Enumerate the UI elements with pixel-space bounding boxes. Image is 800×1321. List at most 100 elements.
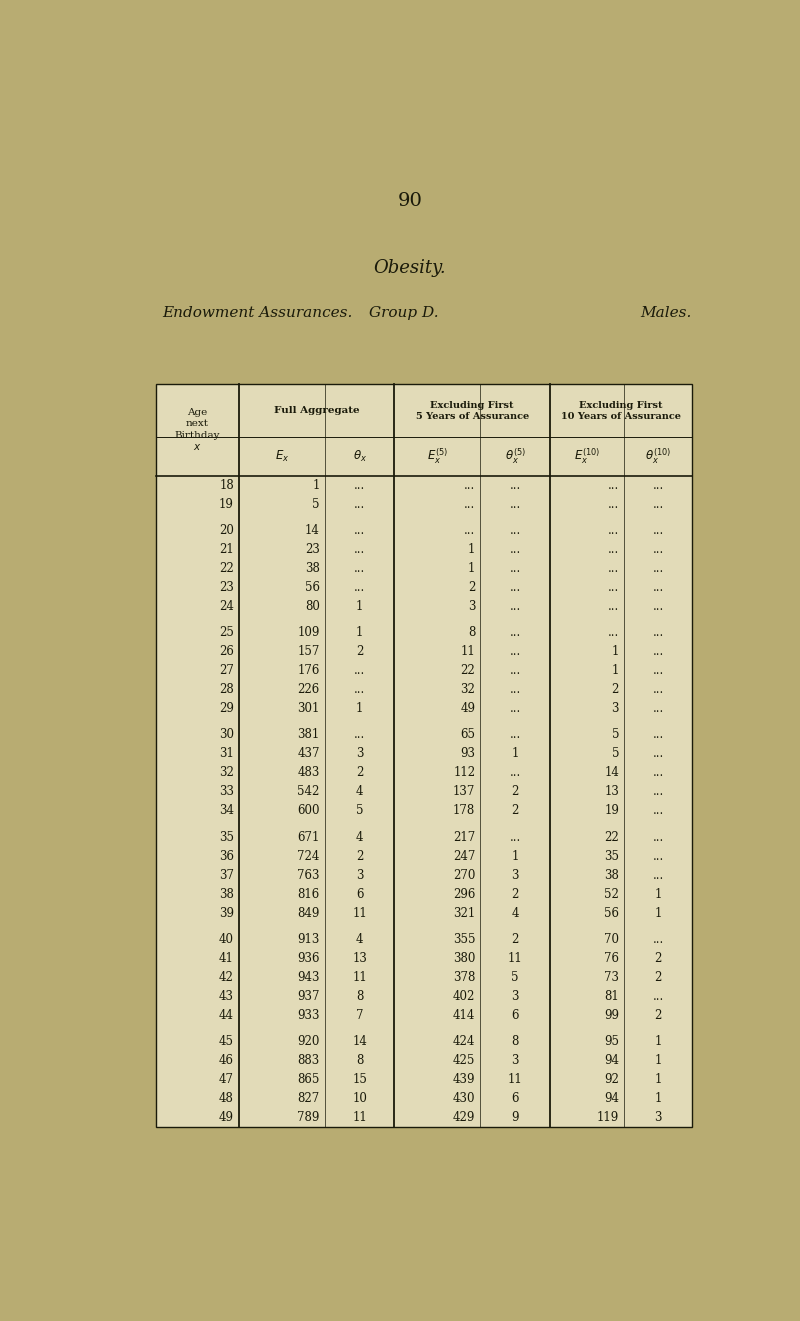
Text: ...: ... (510, 703, 521, 715)
Text: ...: ... (653, 804, 664, 818)
Text: ...: ... (653, 581, 664, 594)
Text: 137: 137 (453, 786, 475, 798)
Text: 542: 542 (298, 786, 320, 798)
Text: 13: 13 (352, 951, 367, 964)
Text: ...: ... (354, 561, 366, 575)
Text: 3: 3 (356, 868, 363, 881)
Text: 1: 1 (356, 600, 363, 613)
Text: 32: 32 (219, 766, 234, 779)
Text: 5: 5 (511, 971, 519, 984)
Text: ...: ... (354, 683, 366, 696)
Text: 913: 913 (298, 933, 320, 946)
Text: 6: 6 (356, 888, 363, 901)
Text: Full Aggregate: Full Aggregate (274, 407, 359, 415)
Text: 2: 2 (356, 645, 363, 658)
Text: 7: 7 (356, 1009, 363, 1021)
Text: ...: ... (608, 581, 619, 594)
Text: ...: ... (354, 480, 366, 491)
Text: 76: 76 (604, 951, 619, 964)
Text: 34: 34 (219, 804, 234, 818)
Text: ...: ... (510, 626, 521, 639)
Text: 816: 816 (298, 888, 320, 901)
Text: ...: ... (510, 498, 521, 511)
Text: 301: 301 (298, 703, 320, 715)
Text: 90: 90 (398, 193, 422, 210)
Text: 724: 724 (298, 849, 320, 863)
Text: 35: 35 (604, 849, 619, 863)
Text: 15: 15 (352, 1073, 367, 1086)
Text: 378: 378 (453, 971, 475, 984)
Text: 31: 31 (219, 748, 234, 761)
Text: 47: 47 (219, 1073, 234, 1086)
Text: 226: 226 (298, 683, 320, 696)
Text: Males.: Males. (641, 306, 692, 320)
Text: 270: 270 (453, 868, 475, 881)
Text: 30: 30 (219, 728, 234, 741)
Text: ...: ... (653, 626, 664, 639)
Text: 49: 49 (460, 703, 475, 715)
Text: ...: ... (653, 703, 664, 715)
Text: 41: 41 (219, 951, 234, 964)
Text: 1: 1 (511, 748, 519, 761)
Text: 9: 9 (511, 1111, 519, 1124)
Text: 763: 763 (298, 868, 320, 881)
Text: 36: 36 (219, 849, 234, 863)
Text: 6: 6 (511, 1009, 519, 1021)
Text: Excluding First
10 Years of Assurance: Excluding First 10 Years of Assurance (561, 400, 681, 421)
Text: 4: 4 (356, 831, 363, 844)
Text: 865: 865 (298, 1073, 320, 1086)
Text: 52: 52 (604, 888, 619, 901)
Text: 439: 439 (453, 1073, 475, 1086)
Text: 2: 2 (511, 804, 519, 818)
Text: ...: ... (510, 581, 521, 594)
Text: ...: ... (608, 524, 619, 538)
Text: 38: 38 (305, 561, 320, 575)
Text: 2: 2 (654, 971, 662, 984)
Text: 73: 73 (604, 971, 619, 984)
Text: 920: 920 (298, 1034, 320, 1048)
Text: 56: 56 (305, 581, 320, 594)
Text: ...: ... (653, 868, 664, 881)
Text: 5: 5 (312, 498, 320, 511)
Text: 22: 22 (219, 561, 234, 575)
Text: ...: ... (608, 600, 619, 613)
Text: 600: 600 (298, 804, 320, 818)
Text: ...: ... (464, 524, 475, 538)
Text: 849: 849 (298, 906, 320, 919)
Text: 23: 23 (219, 581, 234, 594)
Text: 789: 789 (298, 1111, 320, 1124)
Text: 380: 380 (453, 951, 475, 964)
Text: 37: 37 (219, 868, 234, 881)
Text: 93: 93 (460, 748, 475, 761)
Text: 1: 1 (468, 543, 475, 556)
Text: $E_x$: $E_x$ (274, 449, 289, 464)
Text: 1: 1 (654, 1034, 662, 1048)
Text: ...: ... (653, 831, 664, 844)
Text: 46: 46 (219, 1054, 234, 1067)
Text: 176: 176 (298, 664, 320, 678)
Text: 8: 8 (356, 1054, 363, 1067)
Text: $\theta_x^{(5)}$: $\theta_x^{(5)}$ (505, 446, 526, 466)
Text: 19: 19 (219, 498, 234, 511)
Text: 437: 437 (298, 748, 320, 761)
Text: 80: 80 (305, 600, 320, 613)
Text: 5: 5 (611, 728, 619, 741)
Text: 8: 8 (356, 989, 363, 1003)
Text: 81: 81 (604, 989, 619, 1003)
Text: 1: 1 (654, 1092, 662, 1104)
Text: 14: 14 (604, 766, 619, 779)
Text: ...: ... (653, 728, 664, 741)
Text: 827: 827 (298, 1092, 320, 1104)
Text: 936: 936 (298, 951, 320, 964)
Text: 1: 1 (468, 561, 475, 575)
Text: ...: ... (653, 498, 664, 511)
Text: ...: ... (608, 498, 619, 511)
Text: 425: 425 (453, 1054, 475, 1067)
Text: ...: ... (510, 728, 521, 741)
Text: 3: 3 (468, 600, 475, 613)
Text: ...: ... (653, 748, 664, 761)
Text: 217: 217 (453, 831, 475, 844)
Text: 94: 94 (604, 1092, 619, 1104)
Text: ...: ... (653, 524, 664, 538)
Text: 883: 883 (298, 1054, 320, 1067)
